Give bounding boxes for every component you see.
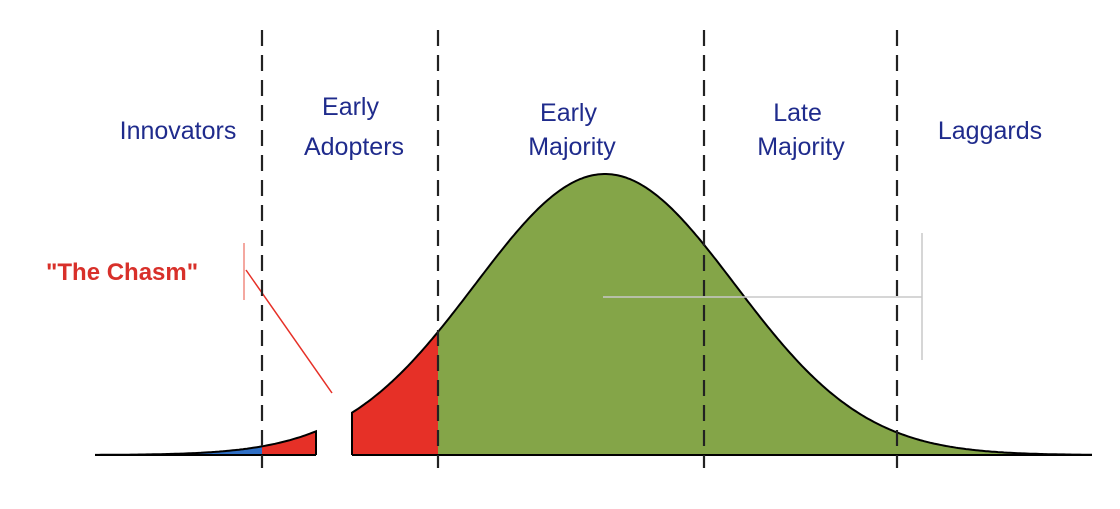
- label-laggards: Laggards: [938, 117, 1042, 145]
- majority-laggards-region: [438, 174, 1092, 455]
- label-early-adopters: Early Adopters: [304, 93, 404, 161]
- label-early-majority: Early Majority: [528, 99, 616, 161]
- label-the-chasm: "The Chasm": [46, 259, 198, 286]
- label-innovators: Innovators: [120, 117, 237, 145]
- early-adopters-region-right: [352, 331, 438, 455]
- innovators-region: [95, 446, 262, 455]
- bell-curve-right-outline: [351, 173, 1092, 456]
- label-late-majority: Late Majority: [757, 99, 845, 161]
- chasm-pointer-line: [245, 269, 333, 394]
